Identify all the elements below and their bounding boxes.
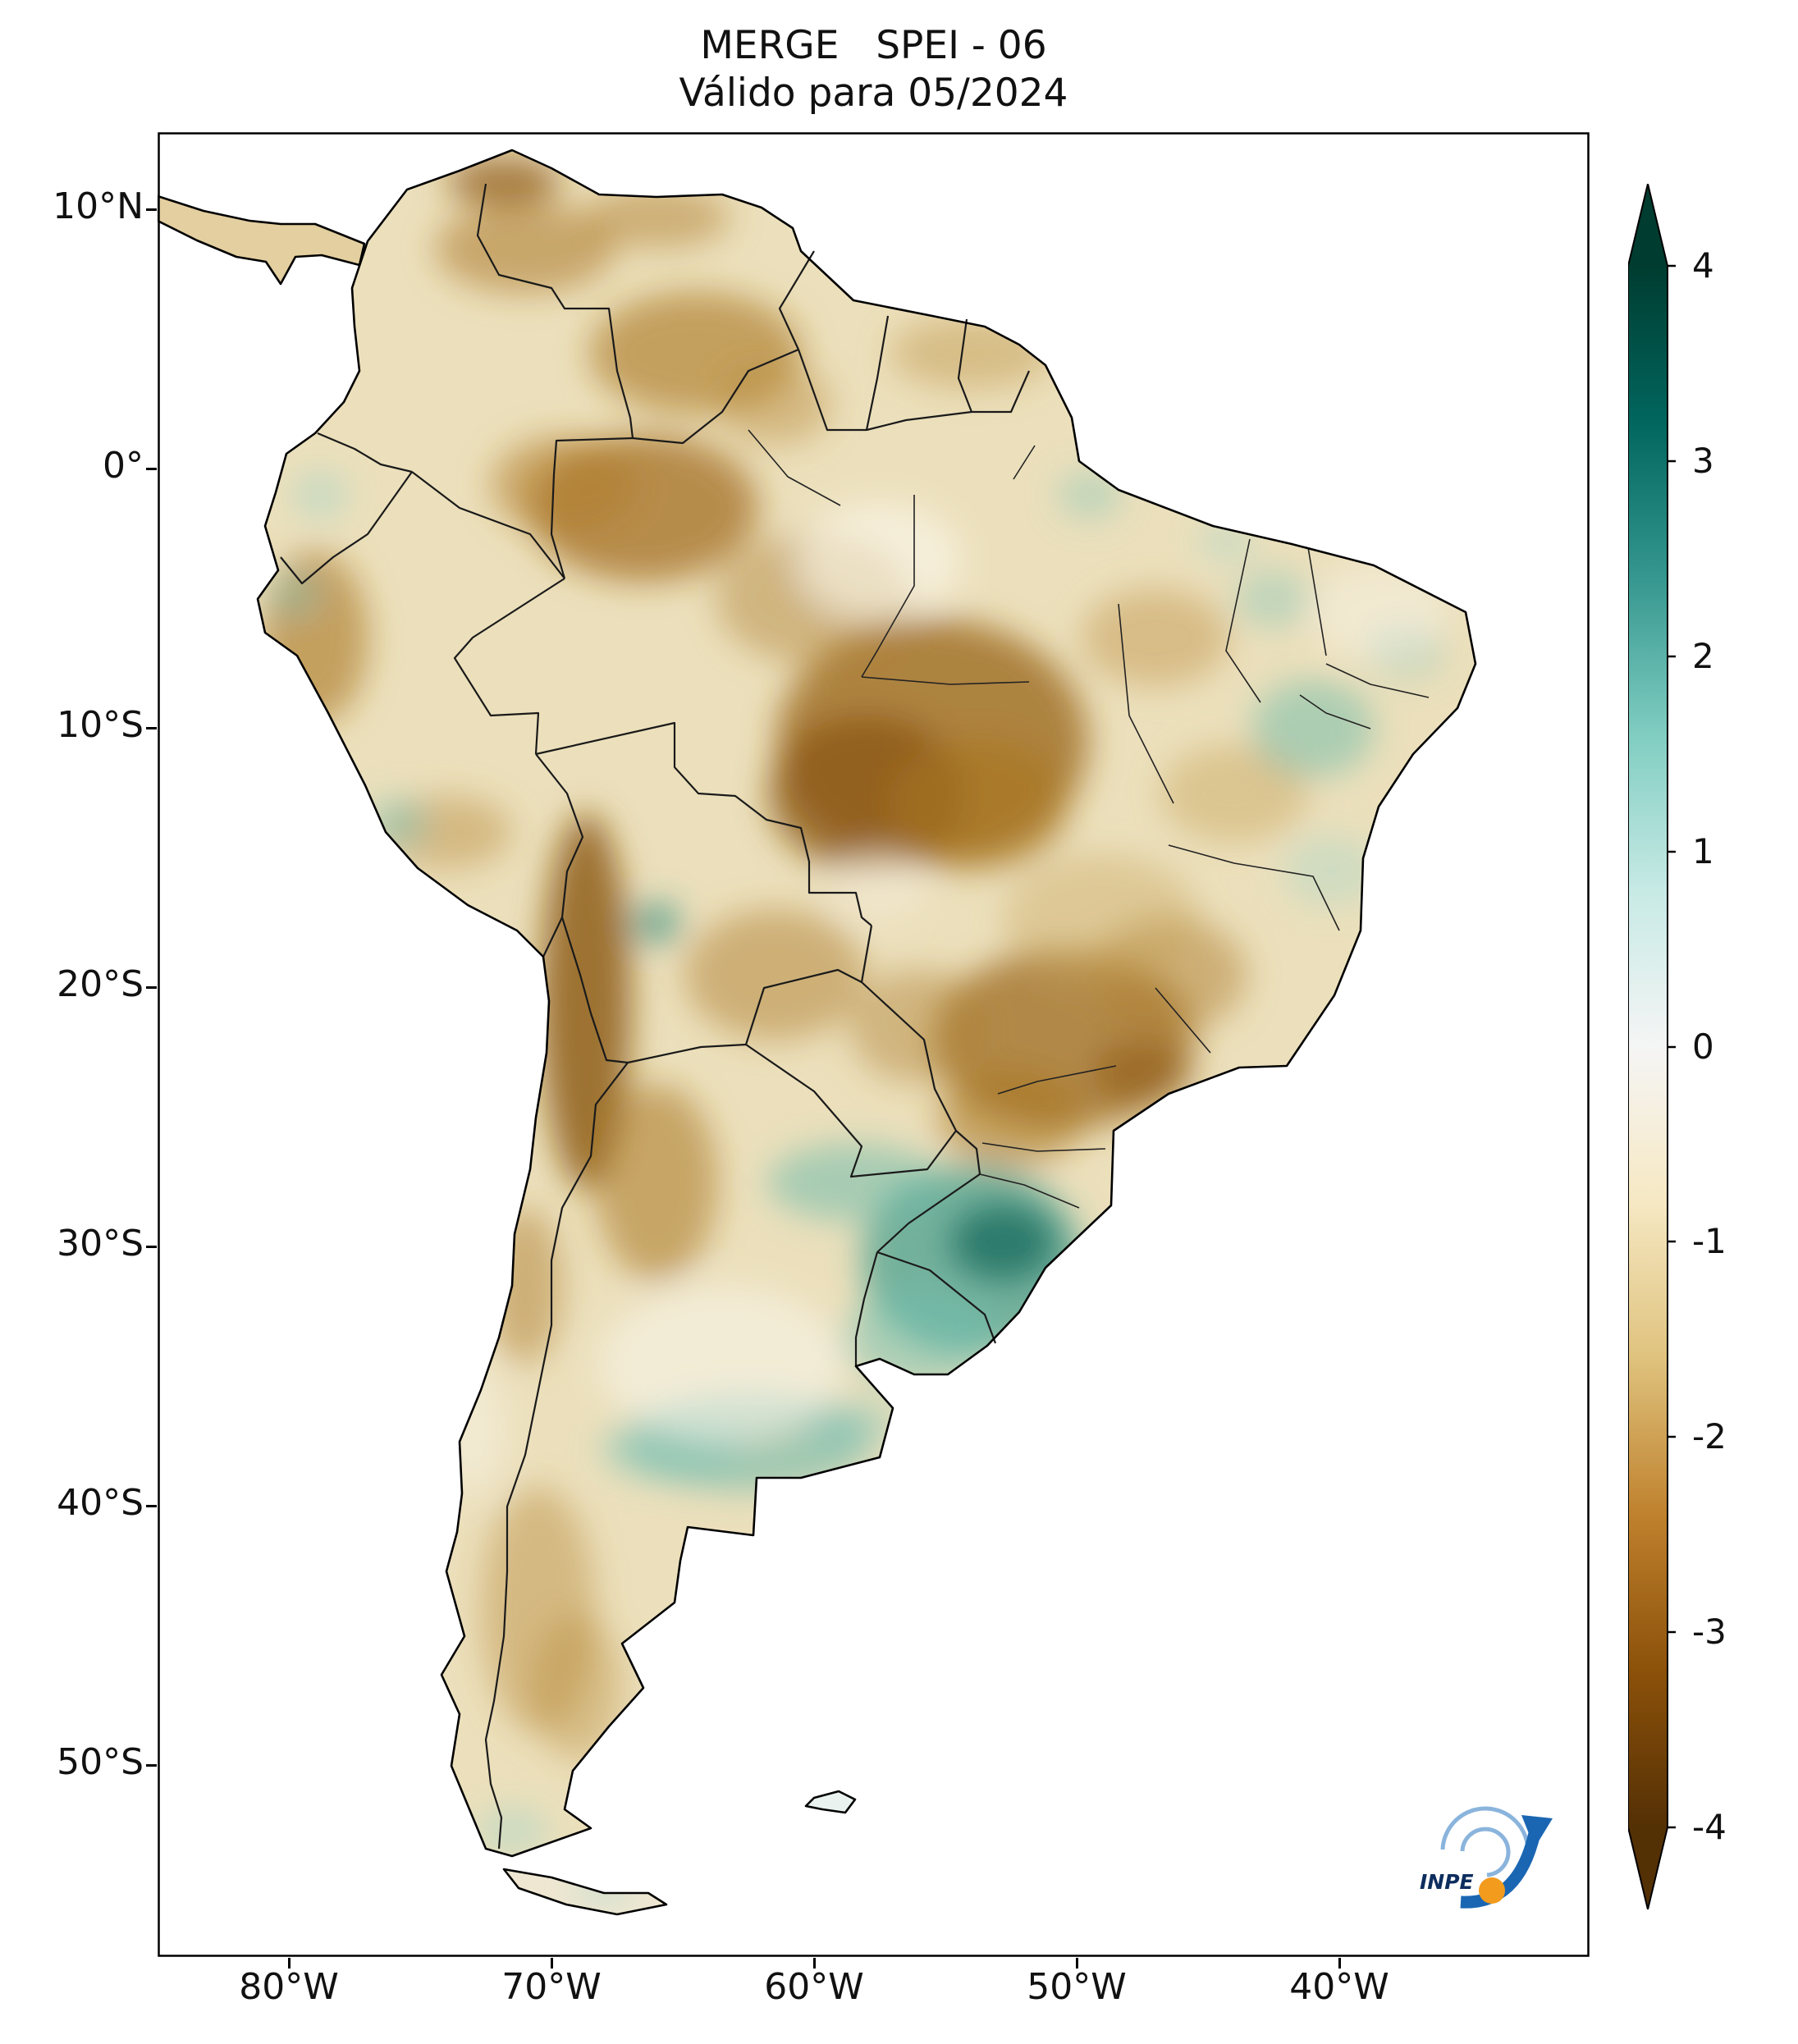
colorbar-tick-label: 3 xyxy=(1692,441,1714,481)
colorbar xyxy=(1628,184,1676,1909)
lat-tick-mark xyxy=(146,1505,157,1507)
plot-frame xyxy=(158,132,1590,1957)
lat-tick-label: 50°S xyxy=(57,1741,144,1783)
south-america-map xyxy=(158,132,1590,1957)
coastline xyxy=(158,149,1477,1916)
lon-tick-label: 60°W xyxy=(764,1966,864,2008)
lat-tick-mark xyxy=(146,208,157,211)
lat-tick-label: 20°S xyxy=(57,963,144,1005)
state-borders xyxy=(748,429,1430,1209)
lon-tick-label: 40°W xyxy=(1289,1966,1389,2008)
lon-tick-mark xyxy=(1076,1958,1078,1969)
lat-tick-label: 30°S xyxy=(57,1223,144,1264)
logo-orange-dot xyxy=(1479,1877,1505,1904)
colorbar-tick-label: 4 xyxy=(1692,245,1714,286)
inpe-logo: INPE xyxy=(1420,1806,1553,1909)
lon-tick-mark xyxy=(813,1958,816,1969)
lon-tick-mark xyxy=(1338,1958,1341,1969)
lat-tick-label: 40°S xyxy=(57,1482,144,1524)
lon-tick-label: 70°W xyxy=(501,1966,602,2008)
colorbar-tick-label: -1 xyxy=(1692,1221,1727,1261)
inpe-logo-text: INPE xyxy=(1420,1870,1474,1894)
lat-tick-label: 0° xyxy=(103,445,144,487)
lat-tick-mark xyxy=(146,1246,157,1248)
map-subtitle: Válido para 05/2024 xyxy=(679,71,1068,116)
colorbar-tick-label: 1 xyxy=(1692,831,1714,871)
colorbar-tick-label: -3 xyxy=(1692,1612,1727,1652)
lat-tick-label: 10°S xyxy=(57,704,144,746)
lon-tick-mark xyxy=(288,1958,291,1969)
colorbar-tick-label: -2 xyxy=(1692,1416,1727,1456)
lon-tick-label: 50°W xyxy=(1027,1966,1127,2008)
lat-tick-mark xyxy=(146,468,157,470)
spei-raster xyxy=(262,157,1448,1903)
map-title: MERGE SPEI - 06 xyxy=(700,23,1047,68)
country-borders xyxy=(280,183,1031,1850)
colorbar-tick-label: 2 xyxy=(1692,636,1714,676)
logo-inner-arc xyxy=(1460,1827,1511,1877)
lon-tick-label: 80°W xyxy=(239,1966,339,2008)
colorbar-tick-label: 0 xyxy=(1692,1027,1714,1067)
logo-blue-arrowhead xyxy=(1521,1815,1553,1848)
colorbar-gradient xyxy=(1628,184,1668,1909)
lat-tick-mark xyxy=(146,1764,157,1767)
colorbar-tick-label: -4 xyxy=(1692,1807,1727,1847)
logo-blue-arrow xyxy=(1460,1831,1541,1909)
lat-tick-mark xyxy=(146,727,157,729)
lon-tick-mark xyxy=(551,1958,553,1969)
lat-tick-label: 10°N xyxy=(53,185,144,227)
lat-tick-mark xyxy=(146,986,157,989)
colorbar-tick-marks xyxy=(1668,264,1676,1829)
